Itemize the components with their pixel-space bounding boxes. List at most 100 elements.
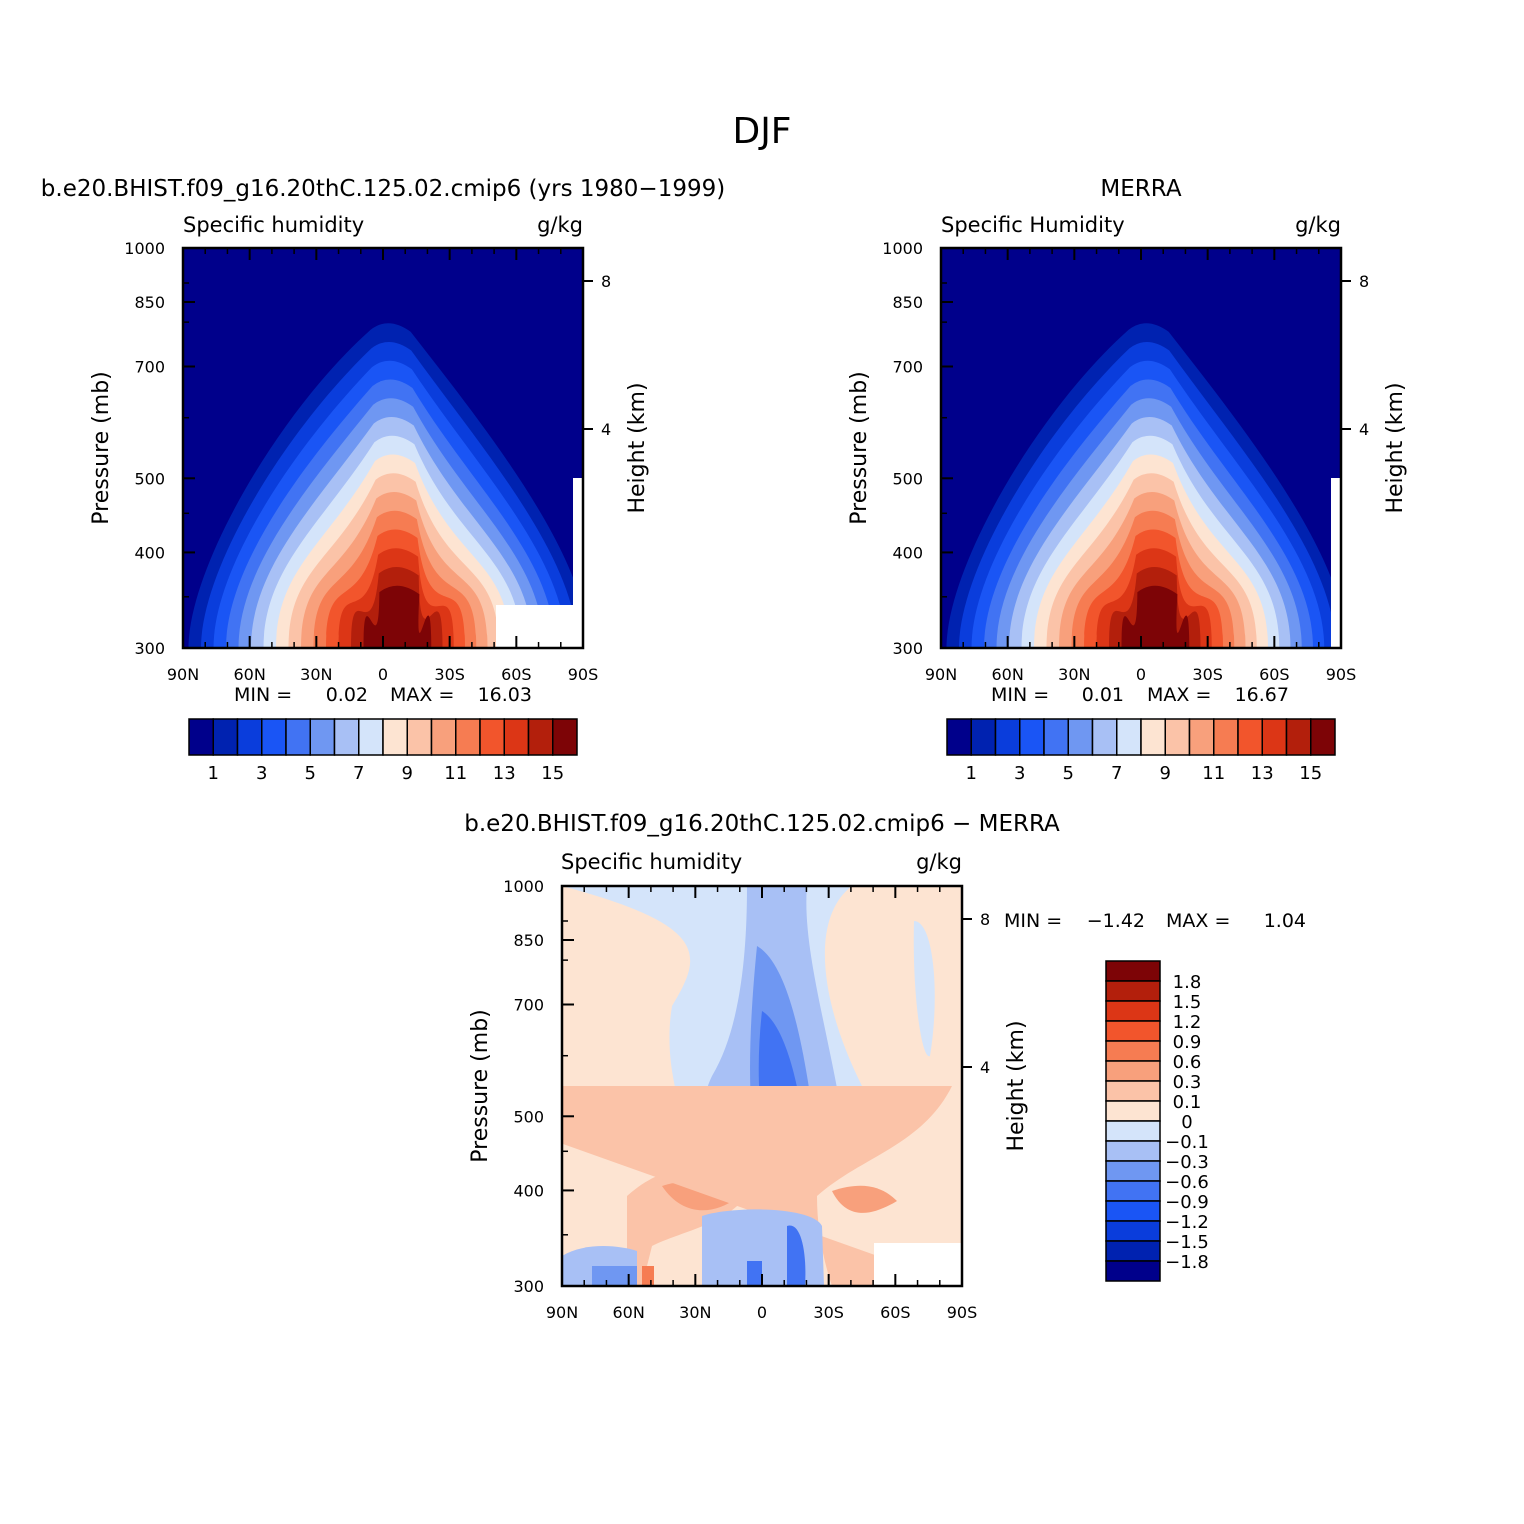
- colorbar-label: 0.9: [1173, 1032, 1202, 1053]
- right-string: g/kg: [916, 850, 962, 874]
- contour-field: [562, 886, 962, 1286]
- missing-data: [496, 605, 583, 648]
- y-tick-label: 500: [892, 469, 923, 488]
- colorbar-swatch: [236, 718, 263, 756]
- x-tick-label: 60N: [613, 1303, 645, 1322]
- colorbar-label: −0.6: [1165, 1172, 1209, 1193]
- y-axis-right-label: Height (km): [1383, 382, 1408, 513]
- contour-band: [913, 921, 935, 1057]
- colorbar-swatch: [358, 718, 384, 756]
- max-label: MAX =: [390, 684, 454, 706]
- colorbar-label: 9: [1160, 763, 1171, 784]
- colorbar-swatch: [1105, 1200, 1161, 1222]
- y-right-tick-label: 4: [1359, 420, 1369, 439]
- colorbar-swatch: [333, 718, 360, 756]
- x-tick-label: 30N: [300, 665, 332, 684]
- max-value: 16.03: [478, 684, 532, 706]
- colorbar-swatch: [406, 718, 433, 756]
- max-label: MAX =: [1166, 910, 1230, 932]
- y-axis-right-label: Height (km): [1004, 1020, 1029, 1151]
- colorbar-swatch: [1067, 718, 1094, 756]
- colorbar-swatch: [1105, 1080, 1161, 1102]
- colorbar-swatch: [479, 718, 505, 756]
- missing-data: [874, 1243, 962, 1286]
- right-string: g/kg: [1295, 213, 1341, 237]
- y-axis-right-label: Height (km): [625, 382, 650, 513]
- colorbar-swatch: [1285, 718, 1312, 756]
- y-tick-label: 850: [892, 293, 923, 312]
- y-tick-label: 400: [513, 1181, 544, 1200]
- x-tick-label: 90S: [1326, 665, 1357, 684]
- colorbar-swatch: [1237, 718, 1263, 756]
- colorbar-swatch: [994, 718, 1021, 756]
- colorbar-swatch: [1105, 960, 1161, 982]
- colorbar-label: 3: [256, 763, 267, 784]
- max-value: 1.04: [1264, 910, 1306, 932]
- panel-title: b.e20.BHIST.f09_g16.20thC.125.02.cmip6 −…: [464, 811, 1060, 837]
- contour-band: [562, 1086, 962, 1286]
- colorbar-swatch: [1105, 1260, 1161, 1282]
- y-axis-label: Pressure (mb): [468, 1009, 493, 1163]
- y-tick-label: 700: [513, 995, 544, 1014]
- y-axis: 300 400 500 700 850 1000: [882, 239, 953, 658]
- y-tick-label: 1000: [882, 239, 923, 258]
- colorbar-label: 11: [444, 763, 467, 784]
- min-label: MIN =: [991, 684, 1049, 706]
- colorbar-label: 1: [966, 763, 977, 784]
- contour-band: [642, 1266, 654, 1286]
- colorbar-label: 11: [1202, 763, 1225, 784]
- colorbar-swatch: [1043, 718, 1069, 756]
- y-right-tick-label: 4: [980, 1058, 990, 1077]
- y-tick-label: 700: [134, 357, 165, 376]
- x-tick-label: 60S: [1259, 665, 1290, 684]
- colorbar-swatch: [1105, 1060, 1161, 1082]
- colorbar-label: 15: [541, 763, 564, 784]
- colorbar-swatch: [1105, 1120, 1161, 1142]
- colorbar-swatch: [1105, 980, 1161, 1002]
- panel-difference: b.e20.BHIST.f09_g16.20thC.125.02.cmip6 −…: [464, 811, 1306, 1322]
- colorbar-label: 9: [402, 763, 413, 784]
- y-tick-label: 1000: [503, 877, 544, 896]
- colorbar-label: 0.6: [1173, 1052, 1202, 1073]
- colorbar-label: 3: [1014, 763, 1025, 784]
- colorbar-label: 1.5: [1173, 992, 1202, 1013]
- x-tick-label: 60S: [880, 1303, 911, 1322]
- y-tick-label: 300: [513, 1277, 544, 1296]
- left-string: Specific humidity: [183, 213, 364, 237]
- x-tick-label: 0: [1136, 665, 1146, 684]
- colorbar-swatch: [1105, 1040, 1161, 1062]
- colorbar-swatch: [1105, 1000, 1161, 1022]
- colorbar-swatch: [1261, 718, 1288, 756]
- colorbar-label: 5: [1063, 763, 1074, 784]
- left-string: Specific humidity: [561, 850, 742, 874]
- y-tick-label: 300: [892, 639, 923, 658]
- y-axis-label: Pressure (mb): [89, 371, 114, 525]
- colorbar-swatch: [1310, 718, 1336, 756]
- panel-model: b.e20.BHIST.f09_g16.20thC.125.02.cmip6 (…: [41, 176, 725, 784]
- min-label: MIN =: [1004, 910, 1062, 932]
- panel-merra: MERRA Specific Humidity g/kg 30040050070…: [847, 176, 1408, 784]
- colorbar-swatch: [1091, 718, 1118, 756]
- colorbar-swatch: [1188, 718, 1215, 756]
- y-right-tick-label: 8: [1359, 272, 1369, 291]
- max-value: 16.67: [1235, 684, 1289, 706]
- contour-field: [183, 248, 583, 648]
- contour-band: [832, 1185, 897, 1213]
- colorbar-swatch: [455, 718, 481, 756]
- x-tick-label: 90S: [568, 665, 599, 684]
- max-label: MAX =: [1147, 684, 1211, 706]
- colorbar-label: 1: [208, 763, 219, 784]
- y-axis-label: Pressure (mb): [847, 371, 872, 525]
- y-right-tick-label: 4: [601, 420, 611, 439]
- x-tick-label: 30S: [434, 665, 465, 684]
- missing-data: [1331, 478, 1341, 648]
- colorbar: 1 3 5 7 9 11 13 15: [946, 718, 1336, 784]
- y-axis-right: 84: [1341, 272, 1369, 439]
- figure-title: DJF: [732, 111, 791, 152]
- x-tick-label: 30N: [679, 1303, 711, 1322]
- x-tick-label: 30S: [1192, 665, 1223, 684]
- colorbar-swatch: [1105, 1240, 1161, 1262]
- colorbar-label: 5: [305, 763, 316, 784]
- colorbar-swatch: [188, 718, 214, 756]
- colorbar-swatch: [430, 718, 457, 756]
